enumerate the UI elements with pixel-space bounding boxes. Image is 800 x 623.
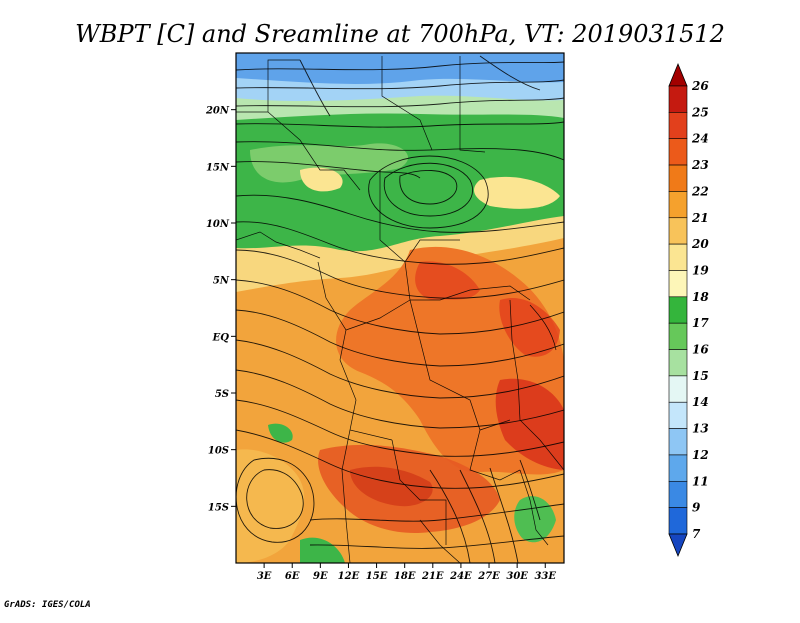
- colorbar-label: 25: [691, 105, 709, 119]
- x-tick-label: 21E: [421, 571, 444, 582]
- region-hot-center: [415, 261, 480, 300]
- region-yellow-band: [236, 216, 564, 292]
- colorbar-swatch: [668, 401, 688, 429]
- y-axis: 20N 15N 10N 5N EQ 5S 10S 15S: [205, 106, 236, 513]
- colorbar-label: 12: [692, 448, 709, 462]
- colorbar-bottom-arrow: [668, 533, 688, 558]
- colorbar-label: 26: [691, 79, 709, 93]
- region-green-coast: [514, 496, 556, 543]
- y-tick-label: 15N: [206, 162, 230, 173]
- colorbar-swatch: [668, 85, 688, 113]
- colorbar-swatch: [668, 164, 688, 192]
- colorbar-label: 19: [692, 263, 709, 277]
- x-tick-label: 6E: [285, 571, 300, 582]
- grads-credit: GrADS: IGES/COLA: [4, 600, 91, 610]
- colorbar-label: 15: [692, 369, 709, 383]
- x-tick-label: 30E: [506, 571, 528, 582]
- x-tick-label: 27E: [477, 571, 500, 582]
- y-tick-label: 15S: [208, 502, 229, 513]
- region-yellow-patch-1: [300, 167, 343, 192]
- colorbar-label: 21: [691, 211, 709, 225]
- colorbar-label: 18: [692, 290, 709, 304]
- country-borders: [236, 56, 564, 563]
- colorbar-label: 23: [691, 158, 709, 172]
- colorbar-label: 14: [692, 395, 709, 409]
- colorbar-swatch: [668, 375, 688, 403]
- colorbar-swatch: [668, 138, 688, 166]
- colorbar-label: 11: [692, 474, 709, 488]
- x-tick-label: 3E: [257, 571, 272, 582]
- y-tick-label: EQ: [212, 332, 230, 343]
- colorbar-swatch: [668, 480, 688, 508]
- y-tick-label: 5S: [215, 389, 229, 400]
- streamlines: [236, 55, 564, 563]
- colorbar-top-arrow: [668, 62, 688, 87]
- plot-frame: [235, 52, 565, 564]
- region-green-south: [300, 537, 345, 563]
- x-tick-label: 18E: [394, 571, 416, 582]
- y-tick-label: 5N: [213, 276, 230, 287]
- region-hot-east: [499, 298, 560, 357]
- map-field: [236, 53, 564, 563]
- y-tick-label: 10N: [206, 219, 230, 230]
- colorbar-label: 9: [692, 501, 701, 515]
- colorbar-label: 17: [692, 316, 709, 330]
- x-tick-label: 24E: [449, 571, 472, 582]
- colorbar-label: 13: [692, 422, 709, 436]
- y-tick-label: 20N: [205, 106, 230, 117]
- colorbar-label: 16: [692, 343, 709, 357]
- colorbar-swatch: [668, 322, 688, 350]
- colorbar-label: 24: [691, 132, 709, 146]
- y-tick-label: 10S: [208, 446, 229, 457]
- x-tick-label: 9E: [313, 571, 328, 582]
- colorbar: 26 25 24 23 22 21 20 19 18 17 16 15 14 13 12 11 9 7: [668, 62, 709, 558]
- chart-title: WBPT [C] and Sreamline at 700hPa, VT: 20…: [75, 20, 725, 48]
- x-tick-label: 15E: [366, 571, 388, 582]
- region-hot-south-core: [350, 466, 433, 507]
- colorbar-swatch: [668, 349, 688, 377]
- region-yellow-patch-2: [474, 176, 560, 209]
- colorbar-swatch: [668, 428, 688, 456]
- colorbar-swatch: [668, 243, 688, 271]
- colorbar-swatch: [668, 112, 688, 140]
- colorbar-label: 20: [691, 237, 709, 251]
- colorbar-label: 22: [691, 184, 709, 198]
- colorbar-swatch: [668, 296, 688, 324]
- region-green-patch-west: [268, 423, 293, 443]
- colorbar-swatch: [668, 217, 688, 245]
- colorbar-swatch: [668, 507, 688, 535]
- region-hot-southeast: [495, 378, 564, 470]
- colorbar-label: 7: [692, 527, 701, 541]
- x-tick-label: 33E: [534, 571, 556, 582]
- colorbar-swatch: [668, 454, 688, 482]
- region-lightgreen-patch: [250, 143, 409, 183]
- x-axis: 3E 6E 9E 12E 15E 18E 21E 24E 27E 30E 33E: [257, 563, 556, 582]
- x-tick-label: 12E: [338, 571, 360, 582]
- colorbar-swatch: [668, 270, 688, 298]
- colorbar-swatch: [668, 191, 688, 219]
